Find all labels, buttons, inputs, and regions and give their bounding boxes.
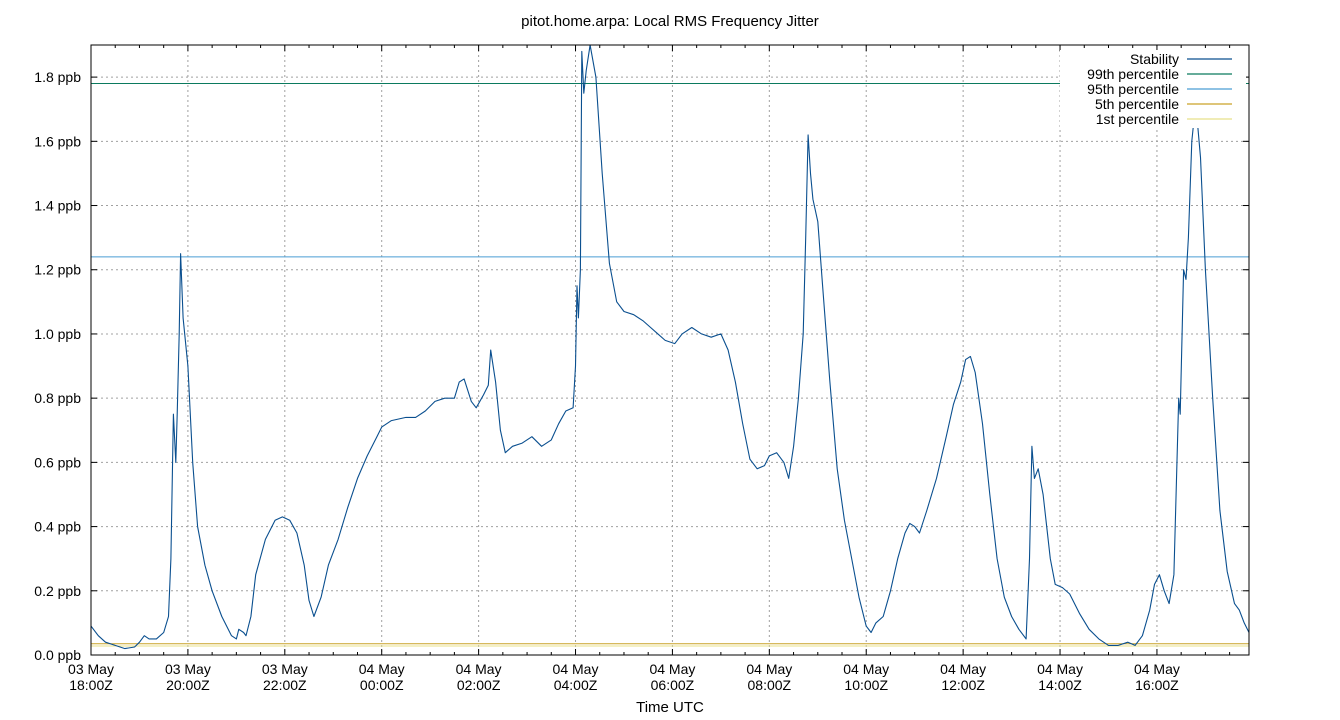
x-tick-label-time: 10:00Z bbox=[844, 677, 888, 693]
y-tick-label: 1.0 ppb bbox=[34, 326, 81, 342]
y-tick-label: 1.4 ppb bbox=[34, 198, 81, 214]
x-tick-label-date: 03 May bbox=[68, 661, 114, 677]
x-tick-label-time: 00:00Z bbox=[360, 677, 404, 693]
y-tick-label: 0.6 ppb bbox=[34, 454, 81, 470]
x-tick-label-time: 14:00Z bbox=[1038, 677, 1082, 693]
y-tick-label: 0.0 ppb bbox=[34, 647, 81, 663]
x-tick-label-date: 03 May bbox=[262, 661, 308, 677]
x-tick-label-date: 04 May bbox=[553, 661, 599, 677]
x-axis-label: Time UTC bbox=[636, 699, 704, 716]
legend-label: 99th percentile bbox=[1087, 66, 1179, 82]
x-tick-label-time: 02:00Z bbox=[457, 677, 501, 693]
chart-title: pitot.home.arpa: Local RMS Frequency Jit… bbox=[521, 13, 819, 30]
y-tick-label: 0.2 ppb bbox=[34, 583, 81, 599]
x-tick-label-date: 04 May bbox=[746, 661, 792, 677]
x-tick-label-date: 04 May bbox=[649, 661, 695, 677]
legend-label: 5th percentile bbox=[1095, 96, 1179, 112]
x-tick-label-date: 04 May bbox=[359, 661, 405, 677]
x-tick-label-time: 18:00Z bbox=[69, 677, 113, 693]
y-tick-label: 1.8 ppb bbox=[34, 69, 81, 85]
legend-label: Stability bbox=[1130, 51, 1179, 67]
x-tick-label-time: 04:00Z bbox=[554, 677, 598, 693]
legend-label: 95th percentile bbox=[1087, 81, 1179, 97]
x-tick-label-date: 04 May bbox=[1134, 661, 1180, 677]
x-tick-label-time: 16:00Z bbox=[1135, 677, 1179, 693]
percentile-lines bbox=[91, 83, 1249, 647]
stability-series-line bbox=[90, 44, 1250, 650]
grid bbox=[91, 45, 1249, 655]
x-tick-label-time: 06:00Z bbox=[651, 677, 695, 693]
legend-label: 1st percentile bbox=[1096, 111, 1179, 127]
y-axis: 0.0 ppb 0.2 ppb 0.4 ppb 0.6 ppb 0.8 ppb 1.0 p… bbox=[34, 69, 1249, 663]
x-tick-label-date: 04 May bbox=[940, 661, 986, 677]
x-tick-label-date: 04 May bbox=[456, 661, 502, 677]
x-tick-label-time: 08:00Z bbox=[748, 677, 792, 693]
x-tick-label-time: 22:00Z bbox=[263, 677, 307, 693]
y-tick-label: 0.4 ppb bbox=[34, 519, 81, 535]
y-tick-label: 0.8 ppb bbox=[34, 390, 81, 406]
x-tick-label-date: 04 May bbox=[843, 661, 889, 677]
y-tick-label: 1.2 ppb bbox=[34, 262, 81, 278]
x-tick-label-time: 12:00Z bbox=[941, 677, 985, 693]
y-tick-label: 1.6 ppb bbox=[34, 133, 81, 149]
plot-frame bbox=[90, 44, 1250, 656]
x-tick-label-time: 20:00Z bbox=[166, 677, 210, 693]
series-layer bbox=[90, 44, 1250, 650]
x-tick-label-date: 03 May bbox=[165, 661, 211, 677]
x-tick-label-date: 04 May bbox=[1037, 661, 1083, 677]
